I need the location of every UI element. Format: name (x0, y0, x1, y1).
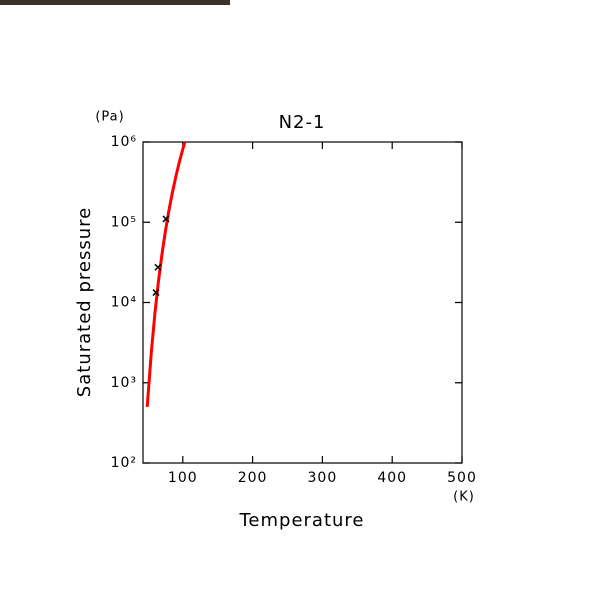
y-tick-label: 10⁵ (111, 214, 137, 230)
marker (154, 263, 162, 271)
y-unit: (Pa) (95, 110, 124, 125)
y-tick-label: 10⁴ (111, 295, 137, 311)
y-tick-label: 10³ (111, 375, 137, 391)
plot-frame (142, 141, 463, 464)
marker (162, 215, 170, 223)
x-tick-label: 200 (238, 470, 268, 486)
x-tick-label: 300 (308, 470, 338, 486)
y-axis-label: Saturated pressure (74, 207, 95, 397)
window-bar (0, 0, 230, 5)
curve (145, 141, 187, 408)
y-tick-label: 10⁶ (111, 134, 137, 150)
x-tick-label: 500 (447, 470, 477, 486)
x-unit: (K) (453, 490, 475, 505)
marker (152, 289, 160, 297)
y-tick-label: 10² (111, 455, 137, 471)
x-tick-label: 100 (168, 470, 198, 486)
chart-title: N2-1 (279, 112, 326, 133)
x-tick-label: 400 (377, 470, 407, 486)
x-axis-label: Temperature (238, 510, 364, 531)
